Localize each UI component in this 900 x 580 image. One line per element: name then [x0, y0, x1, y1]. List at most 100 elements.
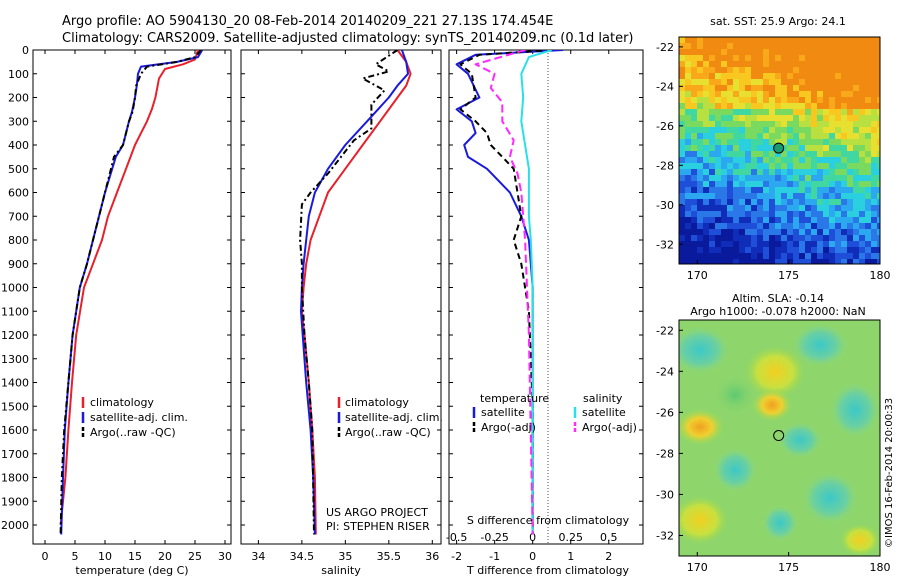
sst-cell: [703, 175, 710, 182]
sst-cell: [703, 97, 710, 104]
sst-cell: [799, 37, 806, 44]
sst-cell: [715, 217, 722, 224]
sst-cell: [745, 217, 752, 224]
sst-cell: [811, 49, 818, 56]
sst-cell: [757, 235, 764, 242]
sst-cell: [703, 151, 710, 158]
sst-cell: [781, 121, 788, 128]
sst-cell: [733, 205, 740, 212]
sst-cell: [703, 49, 710, 56]
sst-cell: [835, 151, 842, 158]
sst-cell: [793, 109, 800, 116]
sst-cell: [745, 175, 752, 182]
sst-cell: [853, 169, 860, 176]
sst-cell: [799, 259, 806, 264]
sst-cell: [799, 55, 806, 62]
sst-cell: [871, 241, 878, 248]
sst-cell: [745, 223, 752, 230]
sst-cell: [859, 235, 866, 242]
sst-cell: [691, 175, 698, 182]
sst-cell: [877, 55, 880, 62]
sst-cell: [859, 121, 866, 128]
sst-cell: [847, 79, 854, 86]
sst-cell: [727, 157, 734, 164]
sst-cell: [751, 163, 758, 170]
sst-cell: [769, 229, 776, 236]
depth-tick-group: 0 100 200 300 400 500 600 700 800 900 1000 1100 1200…: [1, 44, 231, 532]
sst-cell: [697, 103, 704, 110]
sst-cell: [721, 43, 728, 50]
sst-cell: [769, 109, 776, 116]
sst-cell: [763, 247, 770, 254]
sst-cell: [727, 133, 734, 140]
sst-cell: [871, 127, 878, 134]
t-difference-axis-label: T difference from climatology: [466, 564, 629, 577]
sst-cell: [793, 163, 800, 170]
s-difference-tick-label: 0.25: [558, 531, 583, 544]
sst-cell: [805, 241, 812, 248]
sst-cell: [733, 181, 740, 188]
sst-cell: [865, 49, 872, 56]
sst-cell: [781, 73, 788, 80]
sst-cell: [859, 151, 866, 158]
sst-cell: [835, 139, 842, 146]
sst-cell: [877, 169, 880, 176]
sst-cell: [703, 211, 710, 218]
sst-cell: [805, 121, 812, 128]
sst-cell: [751, 223, 758, 230]
lat-tick-label: -26: [656, 406, 674, 419]
sst-cell: [811, 103, 818, 110]
sst-cell: [715, 241, 722, 248]
sst-cell: [853, 193, 860, 200]
sst-cell: [847, 121, 854, 128]
depth-tick-label: 1200: [1, 329, 29, 342]
sst-cell: [793, 175, 800, 182]
sst-cell: [763, 43, 770, 50]
sst-cell: [859, 157, 866, 164]
sst-cell: [745, 187, 752, 194]
sst-cell: [799, 217, 806, 224]
sst-cell: [817, 187, 824, 194]
sst-cell: [757, 127, 764, 134]
sst-cell: [787, 103, 794, 110]
sst-cell: [763, 259, 770, 264]
temperature-axis-label: temperature (deg C): [75, 564, 188, 577]
sst-cell: [775, 151, 782, 158]
x-tick-label: 0: [529, 550, 536, 563]
sst-cell: [865, 91, 872, 98]
sst-cell: [847, 259, 854, 264]
sst-cell: [775, 97, 782, 104]
sst-cell: [805, 163, 812, 170]
sst-cell: [835, 205, 842, 212]
sst-cell: [871, 181, 878, 188]
x-tick-label: 5: [72, 550, 79, 563]
sst-cell: [757, 97, 764, 104]
sst-cell: [853, 151, 860, 158]
sst-cell: [799, 67, 806, 74]
sst-cell: [799, 79, 806, 86]
sst-cell: [727, 91, 734, 98]
sst-cell: [769, 79, 776, 86]
sst-cell: [751, 67, 758, 74]
sst-cell: [691, 211, 698, 218]
sst-cell: [853, 133, 860, 140]
sst-cell: [799, 235, 806, 242]
sst-cell: [679, 217, 686, 224]
sst-cell: [793, 37, 800, 44]
sst-cell: [691, 121, 698, 128]
sst-cell: [691, 241, 698, 248]
depth-tick-label: 800: [8, 234, 29, 247]
sst-cell: [793, 73, 800, 80]
sst-cell: [685, 229, 692, 236]
sst-cell: [847, 73, 854, 80]
sst-cell: [847, 181, 854, 188]
sst-cell: [763, 85, 770, 92]
sst-cell: [799, 121, 806, 128]
sst-cell: [793, 79, 800, 86]
sst-cell: [733, 199, 740, 206]
sst-cell: [703, 67, 710, 74]
sst-cell: [865, 145, 872, 152]
sst-cell: [823, 97, 830, 104]
sst-cell: [787, 241, 794, 248]
difference-legend: temperature salinity satellite Argo(-adj…: [472, 392, 637, 434]
